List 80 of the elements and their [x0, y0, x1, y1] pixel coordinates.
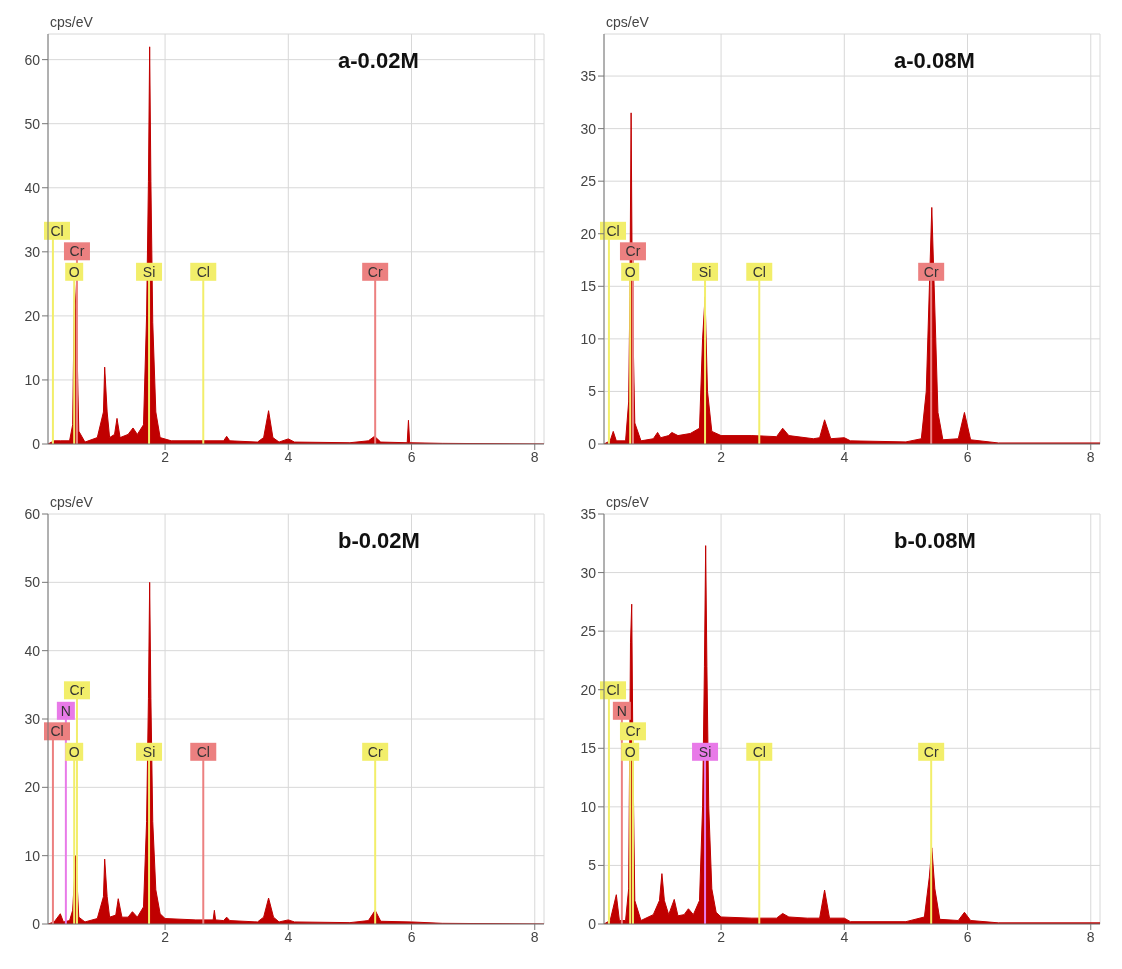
- x-tick-label: 4: [284, 448, 293, 465]
- y-tick-label: 10: [580, 798, 597, 815]
- ref-line-label: Cr: [69, 682, 85, 699]
- x-tick-label: 2: [717, 448, 726, 465]
- ref-line-label: Cl: [50, 222, 64, 239]
- ref-line-label: Cl: [196, 743, 210, 760]
- x-tick-label: 6: [963, 928, 972, 945]
- text: a-0.08M: [894, 48, 975, 74]
- text: b-0.02M: [338, 528, 420, 554]
- y-tick-label: 20: [580, 681, 597, 698]
- y-axis-title: cps/eV: [50, 14, 93, 30]
- ref-line-label: Cr: [923, 743, 939, 760]
- y-tick-label: 60: [24, 51, 41, 68]
- y-tick-label: 10: [24, 847, 41, 864]
- y-axis-title: cps/eV: [606, 494, 649, 510]
- text: b-0.08M: [894, 528, 976, 554]
- ref-line-label: O: [68, 263, 80, 280]
- y-tick-label: 35: [580, 505, 597, 522]
- y-tick-label: 20: [24, 307, 41, 324]
- ref-line-label: Cr: [625, 243, 641, 260]
- x-tick-label: 8: [1086, 448, 1095, 465]
- x-tick-label: 2: [717, 928, 726, 945]
- y-tick-label: 0: [32, 435, 41, 452]
- ref-line-label: Cr: [367, 263, 383, 280]
- ref-line-label: Cl: [50, 723, 64, 740]
- ref-line-label: O: [68, 743, 80, 760]
- y-tick-label: 0: [588, 435, 597, 452]
- x-tick-label: 4: [284, 928, 293, 945]
- ref-line-label: Cl: [606, 222, 620, 239]
- y-axis-title: cps/eV: [606, 14, 649, 30]
- y-tick-label: 5: [588, 383, 597, 400]
- y-tick-label: 5: [588, 857, 597, 874]
- ref-line-label: Cl: [752, 263, 766, 280]
- y-tick-label: 25: [580, 623, 597, 640]
- ref-line-label: Si: [698, 743, 712, 760]
- ref-line-label: Cl: [752, 743, 766, 760]
- y-tick-label: 40: [24, 179, 41, 196]
- y-tick-label: 10: [24, 371, 41, 388]
- ref-line-label: Cr: [69, 243, 85, 260]
- ref-line-label: Cr: [625, 723, 641, 740]
- y-tick-label: 30: [24, 710, 41, 727]
- y-tick-label: 50: [24, 115, 41, 132]
- y-tick-label: 30: [580, 564, 597, 581]
- x-tick-label: 8: [530, 928, 539, 945]
- ref-line-label: Cr: [367, 743, 383, 760]
- y-tick-label: 20: [580, 225, 597, 242]
- ref-line-label: N: [60, 702, 71, 719]
- x-tick-label: 6: [963, 448, 972, 465]
- ref-line-label: Si: [698, 263, 712, 280]
- x-tick-label: 6: [407, 448, 416, 465]
- y-tick-label: 35: [580, 68, 597, 85]
- y-tick-label: 25: [580, 173, 597, 190]
- y-tick-label: 15: [580, 740, 597, 757]
- y-tick-label: 40: [24, 642, 41, 659]
- y-tick-label: 10: [580, 330, 597, 347]
- ref-line-label: N: [616, 702, 627, 719]
- y-axis-title: cps/eV: [50, 494, 93, 510]
- ref-line-label: O: [624, 743, 636, 760]
- y-tick-label: 20: [24, 779, 41, 796]
- x-tick-label: 4: [840, 448, 849, 465]
- ref-line-label: Cl: [606, 682, 620, 699]
- text: a-0.02M: [338, 48, 419, 74]
- ref-line-label: Cl: [196, 263, 210, 280]
- x-tick-label: 2: [161, 928, 170, 945]
- ref-line-label: Si: [142, 743, 156, 760]
- x-tick-label: 2: [161, 448, 170, 465]
- y-tick-label: 0: [32, 915, 41, 932]
- x-tick-label: 8: [530, 448, 539, 465]
- y-tick-label: 30: [24, 243, 41, 260]
- x-tick-label: 4: [840, 928, 849, 945]
- x-tick-label: 6: [407, 928, 416, 945]
- y-tick-label: 0: [588, 915, 597, 932]
- y-tick-label: 30: [580, 120, 597, 137]
- ref-line-label: O: [624, 263, 636, 280]
- ref-line-label: Si: [142, 263, 156, 280]
- y-tick-label: 50: [24, 574, 41, 591]
- ref-line-label: Cr: [923, 263, 939, 280]
- y-tick-label: 60: [24, 505, 41, 522]
- y-tick-label: 15: [580, 278, 597, 295]
- x-tick-label: 8: [1086, 928, 1095, 945]
